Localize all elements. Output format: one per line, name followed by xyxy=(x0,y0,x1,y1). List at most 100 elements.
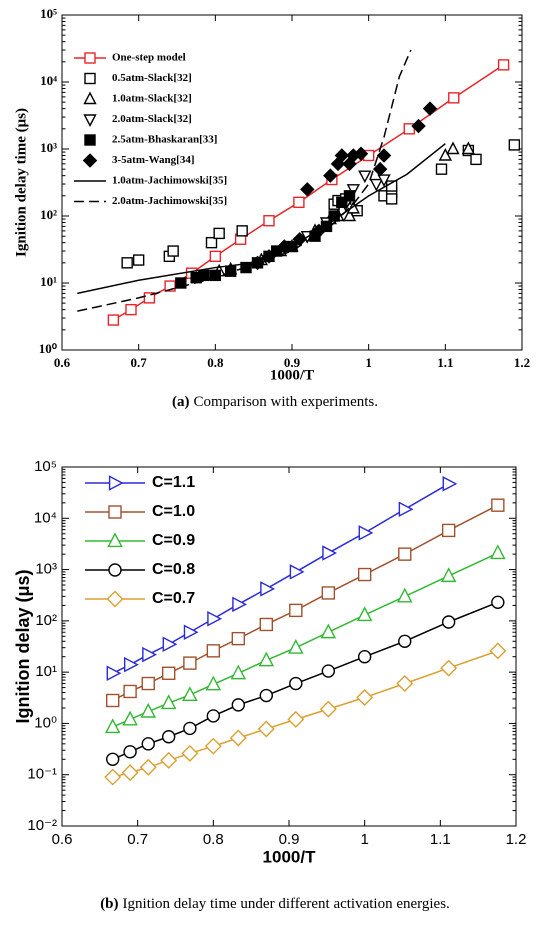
x-tick-label: 1 xyxy=(360,831,368,848)
marker xyxy=(497,59,510,71)
legend-label: 2.5atm-Bhaskaran[33] xyxy=(112,134,217,146)
marker xyxy=(230,664,247,680)
marker xyxy=(358,525,374,541)
marker xyxy=(470,153,482,166)
marker xyxy=(206,644,221,658)
y-tick-label: 10⁻¹ xyxy=(27,766,57,783)
x-tick-label: 1.1 xyxy=(437,355,453,370)
marker xyxy=(258,651,275,667)
legend-marker xyxy=(82,153,98,168)
marker xyxy=(385,193,398,205)
x-tick-label: 1.1 xyxy=(430,831,451,848)
marker xyxy=(376,148,392,163)
series-line xyxy=(77,49,412,312)
marker xyxy=(289,676,303,691)
marker xyxy=(162,636,178,652)
marker xyxy=(105,693,120,708)
series-line xyxy=(77,143,446,295)
y-tick-label: 10¹ xyxy=(35,663,57,680)
y-tick-label: 10⁴ xyxy=(40,73,57,88)
x-tick-label: 1.2 xyxy=(514,355,530,370)
marker xyxy=(358,170,372,184)
marker xyxy=(442,476,458,492)
marker xyxy=(438,147,452,161)
marker xyxy=(205,675,222,691)
marker xyxy=(232,596,248,613)
y-tick-label: 10⁰ xyxy=(39,341,58,356)
marker xyxy=(369,178,383,192)
marker xyxy=(207,610,223,627)
marker xyxy=(121,257,133,269)
marker xyxy=(263,215,275,227)
marker xyxy=(491,595,505,610)
caption: (a) Comparison with experiments. xyxy=(172,394,378,410)
legend-label: C=0.8 xyxy=(152,561,195,578)
marker xyxy=(353,146,369,161)
series xyxy=(77,143,446,295)
marker xyxy=(448,92,460,104)
chart-b: 0.6 0.7 0.8 0.9 1 1.1 1.2 10⁻² 10⁻¹ 10⁰ 10¹ 10² 10³ 1… xyxy=(13,458,527,912)
marker xyxy=(198,269,210,282)
marker xyxy=(321,664,336,678)
marker xyxy=(123,684,137,699)
marker xyxy=(206,709,221,723)
legend-label: One-step model xyxy=(112,52,186,64)
marker xyxy=(132,254,145,266)
caption-text: Comparison with experiments. xyxy=(193,394,378,410)
marker xyxy=(257,720,275,738)
y-tick-label: 10³ xyxy=(35,561,57,578)
marker xyxy=(357,567,372,582)
marker xyxy=(141,737,155,751)
y-tick-label: 10⁵ xyxy=(34,458,57,475)
marker xyxy=(489,642,507,660)
marker xyxy=(106,665,122,682)
marker xyxy=(161,666,176,680)
marker xyxy=(141,676,155,691)
marker xyxy=(260,581,276,597)
x-tick-label: 1.2 xyxy=(506,831,527,848)
marker xyxy=(441,523,456,538)
marker xyxy=(323,168,338,183)
marker xyxy=(356,689,374,707)
series xyxy=(104,642,507,786)
marker xyxy=(259,617,273,632)
marker xyxy=(236,225,248,237)
marker xyxy=(320,623,337,639)
marker xyxy=(160,751,178,769)
legend-marker xyxy=(83,114,97,128)
marker xyxy=(440,659,458,677)
marker xyxy=(288,638,304,654)
marker xyxy=(122,710,138,726)
marker xyxy=(121,764,139,782)
legend-marker xyxy=(108,563,122,577)
marker xyxy=(422,101,438,116)
marker xyxy=(357,650,372,664)
legend-label: C=0.7 xyxy=(152,590,195,607)
marker xyxy=(139,758,157,776)
x-tick-label: 0.7 xyxy=(127,831,148,848)
series xyxy=(77,49,412,312)
marker xyxy=(491,498,505,512)
legend-marker xyxy=(106,590,124,608)
legend-label: C=1.1 xyxy=(152,474,195,491)
caption-label: (b) xyxy=(100,896,118,912)
y-tick-label: 10³ xyxy=(40,140,57,155)
marker xyxy=(398,501,414,518)
legend-label: 1.0atm-Jachimowski[35] xyxy=(112,175,227,187)
marker xyxy=(105,752,120,766)
y-axis-label: Ignition delay (μs) xyxy=(13,569,33,723)
y-tick-label: 10⁵ xyxy=(40,6,57,21)
marker xyxy=(229,729,247,747)
legend-marker xyxy=(108,505,122,519)
y-tick-label: 10⁻² xyxy=(27,817,57,834)
legend-marker xyxy=(108,475,124,491)
marker xyxy=(123,745,137,759)
marker xyxy=(209,269,222,282)
marker xyxy=(461,141,475,155)
legend-marker xyxy=(84,134,96,146)
marker xyxy=(397,587,413,603)
marker xyxy=(182,686,198,701)
marker xyxy=(396,675,414,693)
marker xyxy=(209,250,222,263)
